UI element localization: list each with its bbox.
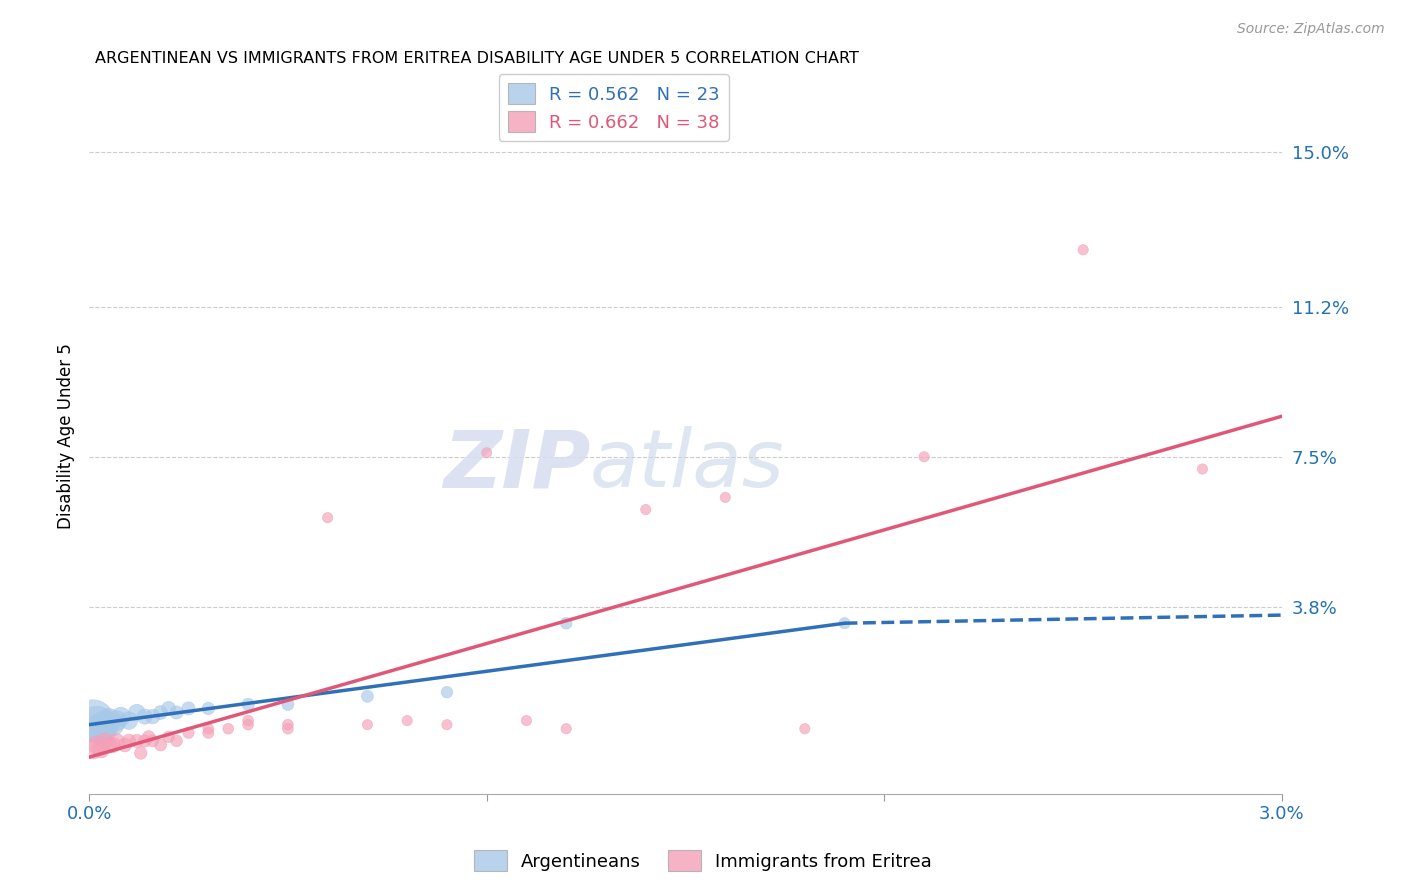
Point (277, 717, 299, 731)
Point (90, 722, 112, 736)
Point (101, 717, 124, 731)
Point (236, 717, 259, 731)
Point (356, 690, 378, 704)
Point (134, 734, 156, 748)
Point (236, 714, 259, 728)
Point (1071, 243, 1094, 257)
Point (157, 730, 180, 744)
Point (110, 709, 132, 723)
Y-axis label: Disability Age Under 5: Disability Age Under 5 (58, 343, 75, 530)
Point (396, 714, 419, 728)
Text: atlas: atlas (591, 426, 785, 504)
Point (138, 730, 160, 744)
Point (277, 698, 299, 712)
Point (236, 698, 259, 712)
Point (86, 717, 108, 731)
Point (82, 714, 104, 728)
Text: ZIP: ZIP (443, 426, 591, 504)
Point (714, 491, 737, 505)
Legend: Argentineans, Immigrants from Eritrea: Argentineans, Immigrants from Eritrea (467, 843, 939, 879)
Point (94, 734, 117, 748)
Point (142, 709, 165, 723)
Text: Source: ZipAtlas.com: Source: ZipAtlas.com (1237, 22, 1385, 37)
Point (316, 510, 339, 524)
Point (97, 738, 120, 752)
Point (197, 701, 219, 715)
Point (177, 726, 200, 740)
Point (166, 706, 188, 720)
Point (555, 616, 578, 631)
Point (793, 722, 815, 736)
Point (142, 734, 165, 748)
Point (475, 446, 498, 460)
Text: ARGENTINEAN VS IMMIGRANTS FROM ERITREA DISABILITY AGE UNDER 5 CORRELATION CHART: ARGENTINEAN VS IMMIGRANTS FROM ERITREA D… (96, 51, 859, 66)
Point (118, 734, 141, 748)
Point (515, 714, 537, 728)
Point (101, 738, 124, 752)
Point (834, 616, 856, 631)
Point (166, 734, 188, 748)
Point (177, 701, 200, 715)
Point (105, 734, 128, 748)
Point (134, 709, 156, 723)
Point (86, 738, 108, 752)
Point (125, 734, 148, 748)
Point (436, 685, 458, 699)
Point (197, 722, 219, 736)
Point (82, 742, 104, 756)
Point (149, 706, 172, 720)
Point (114, 738, 136, 752)
Point (105, 714, 128, 728)
Point (94, 717, 117, 731)
Point (555, 722, 578, 736)
Point (97, 714, 120, 728)
Point (277, 722, 299, 736)
Point (1191, 462, 1213, 476)
Point (129, 746, 152, 760)
Point (149, 738, 172, 752)
Point (912, 450, 935, 464)
Point (125, 706, 148, 720)
Legend: R = 0.562   N = 23, R = 0.662   N = 38: R = 0.562 N = 23, R = 0.662 N = 38 (499, 74, 730, 141)
Point (118, 714, 141, 728)
Point (90, 742, 112, 756)
Point (157, 701, 180, 715)
Point (356, 717, 378, 731)
Point (436, 717, 458, 731)
Point (197, 726, 219, 740)
Point (634, 502, 657, 516)
Point (217, 722, 239, 736)
